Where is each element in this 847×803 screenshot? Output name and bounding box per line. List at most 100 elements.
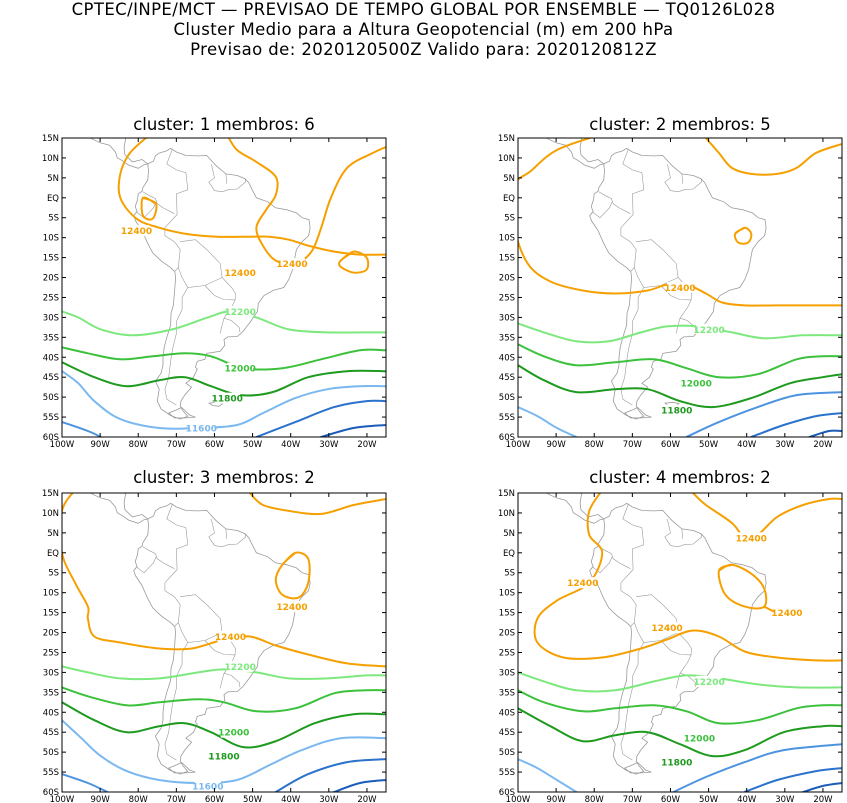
lon-label: 80W	[129, 795, 149, 803]
contour-11800	[62, 701, 386, 749]
lat-label: 40S	[499, 353, 515, 363]
lon-label: 90W	[547, 440, 567, 450]
lat-label: 50S	[43, 393, 59, 403]
lat-label: 40S	[43, 708, 59, 718]
country-border-4	[634, 239, 679, 288]
lat-label: 40S	[43, 353, 59, 363]
lat-label: 15S	[499, 609, 515, 619]
contour-12000	[62, 346, 386, 371]
lat-label: 10N	[498, 154, 515, 164]
contour-label: 11600	[192, 783, 223, 793]
lat-label: 5N	[503, 174, 515, 184]
contour-label-bg	[123, 225, 150, 237]
lon-label: 100W	[50, 795, 75, 803]
lat-label: 45S	[43, 373, 59, 383]
lat-label: 5S	[504, 214, 515, 224]
lon-label: 90W	[547, 795, 567, 803]
lat-label: 30S	[499, 668, 515, 678]
contour-label-bg	[683, 377, 710, 389]
contour-12400	[717, 563, 768, 610]
lat-label: 20S	[499, 274, 515, 284]
lon-label: 70W	[623, 440, 643, 450]
contour-label-bg	[227, 660, 254, 672]
lat-label: 20S	[43, 629, 59, 639]
lat-label: 50S	[499, 748, 515, 758]
lon-label: 80W	[129, 440, 149, 450]
south-america-coastline	[133, 502, 311, 775]
contour-11800	[62, 361, 386, 397]
central-america-coastline	[546, 493, 605, 524]
lat-label: 55S	[43, 768, 59, 778]
country-border-10	[208, 177, 247, 193]
country-border-9	[679, 654, 692, 674]
contour-12200	[62, 665, 386, 681]
lat-label: 5N	[503, 529, 515, 539]
lat-label: 50S	[43, 748, 59, 758]
country-border-0	[622, 503, 645, 570]
lon-label: 60W	[661, 440, 681, 450]
contour-blue2	[255, 399, 386, 437]
page-header: CPTEC/INPE/MCT — PREVISAO DE TEMPO GLOBA…	[0, 0, 847, 60]
contour-label: 12200	[694, 326, 725, 336]
contour-label-bg	[211, 750, 237, 762]
contour-label-bg	[663, 756, 690, 768]
lon-label: 30W	[775, 795, 795, 803]
country-border-12	[681, 528, 683, 539]
contour-12200	[518, 322, 842, 344]
contour-12400	[338, 250, 370, 274]
country-border-4	[178, 594, 223, 643]
lon-label: 50W	[699, 795, 719, 803]
island-outline-3	[623, 407, 652, 419]
country-border-2	[592, 201, 613, 219]
country-border-10	[664, 177, 703, 193]
lat-label: 10S	[499, 589, 515, 599]
lat-label: 10S	[43, 589, 59, 599]
lat-label: 30S	[499, 313, 515, 323]
contour-label-bg	[654, 622, 681, 634]
country-border-5	[620, 287, 645, 406]
lat-label: EQ	[47, 194, 59, 204]
lat-label: 5N	[47, 529, 59, 539]
country-border-1	[598, 546, 631, 569]
country-border-12	[681, 173, 683, 184]
contour-label: 11800	[661, 759, 692, 769]
contour-blue1	[62, 773, 109, 792]
lat-label: 10S	[499, 234, 515, 244]
country-border-3	[620, 569, 637, 627]
lon-label: 30W	[319, 440, 339, 450]
country-border-7	[223, 672, 241, 688]
contour-label-bg	[279, 258, 306, 270]
contour-blue1	[62, 421, 102, 437]
panel-title: cluster: 1 membros: 6	[133, 115, 315, 134]
contour-label-bg	[194, 780, 221, 792]
country-border-5	[620, 642, 645, 761]
country-border-2	[136, 201, 157, 219]
lat-label: 20S	[499, 629, 515, 639]
country-border-8	[676, 318, 681, 334]
contour-label: 12400	[651, 624, 682, 634]
contour-label-bg	[738, 532, 765, 544]
lat-label: 60S	[499, 433, 515, 443]
lon-label: 60W	[205, 795, 225, 803]
lat-label: 25S	[499, 293, 515, 303]
panel-title: cluster: 4 membros: 2	[589, 468, 771, 487]
country-border-8	[220, 318, 225, 334]
country-border-5	[164, 642, 189, 761]
lon-label: 60W	[205, 440, 225, 450]
lat-label: 15S	[43, 254, 59, 264]
lat-label: 55S	[43, 413, 59, 423]
country-border-1	[142, 546, 175, 569]
country-border-9	[679, 299, 692, 319]
contour-12000	[518, 689, 842, 725]
lat-label: 35S	[43, 688, 59, 698]
contour-12000	[62, 686, 386, 713]
lat-label: 20S	[43, 274, 59, 284]
contour-blue1	[672, 743, 842, 792]
lon-label: 20W	[813, 440, 833, 450]
contour-label-bg	[686, 732, 713, 744]
contour-12400	[533, 493, 842, 662]
lat-label: 15N	[498, 489, 515, 499]
contour-blue2	[750, 412, 842, 437]
lon-label: 50W	[243, 440, 263, 450]
